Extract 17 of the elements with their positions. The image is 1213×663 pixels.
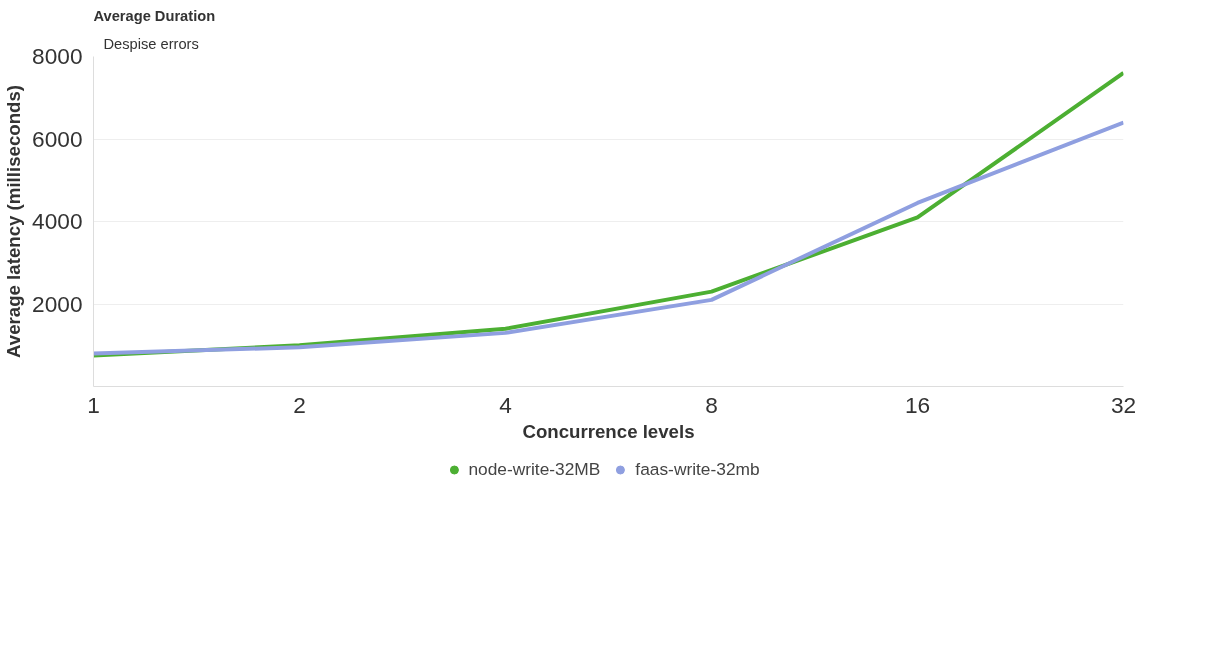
y-tick-label: 2000 [32,290,83,317]
x-tick-label: 8 [705,391,718,418]
legend-label: faas-write-32mb [635,458,760,480]
text: Despise errors [103,35,199,52]
x-tick-label: 4 [499,391,512,418]
legend-label: node-write-32MB [468,458,601,480]
y-axis-title: Average latency (milliseconds) [3,84,25,359]
y-tick-label: 4000 [32,208,83,234]
line-series [93,120,1124,356]
chart-title: Average Duration [93,7,216,24]
x-tick-label: 32 [1110,391,1137,418]
x-axis-title: Concurrence levels [522,420,695,442]
x-tick-label: 16 [904,391,931,418]
x-tick-label: 1 [87,391,100,418]
y-tick-label: 6000 [32,125,83,152]
x-tick-label: 2 [293,391,306,418]
y-tick-label: 8000 [32,43,83,69]
